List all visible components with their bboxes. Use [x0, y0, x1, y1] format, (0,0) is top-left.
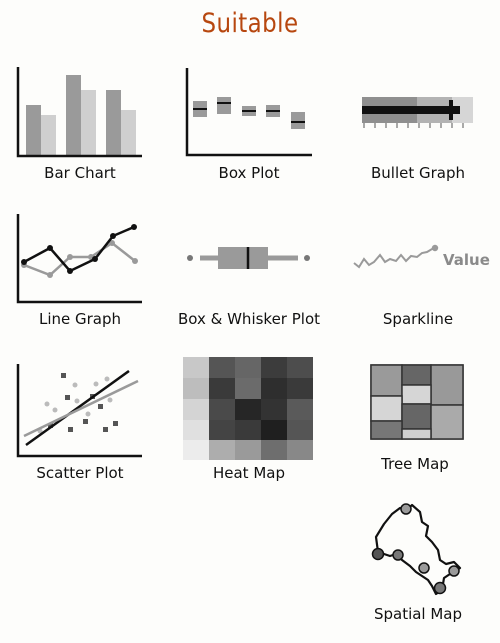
location-markers	[371, 503, 460, 595]
box-whisker-label: Box & Whisker Plot	[177, 310, 321, 328]
box	[291, 112, 305, 129]
series-black-points	[21, 224, 137, 274]
trend-line-gray	[23, 379, 139, 438]
box-plot-thumbnail	[184, 66, 314, 160]
line-graph-thumbnail	[14, 212, 144, 307]
sparkline-label: Sparkline	[382, 310, 454, 328]
box-whisker-thumbnail	[184, 244, 314, 272]
spatial-map-label: Spatial Map	[373, 605, 463, 623]
bar	[121, 110, 136, 156]
heat-map-thumbnail	[183, 357, 313, 460]
tree-cells	[370, 364, 464, 440]
tree-map-graphic	[370, 364, 464, 440]
axes	[185, 68, 312, 157]
box-plot-label: Box Plot	[218, 164, 280, 182]
heat-cells	[183, 357, 313, 460]
series-gray-points	[21, 240, 138, 278]
spatial-map-graphic	[371, 503, 462, 596]
light-circles	[37, 376, 113, 434]
performance-bar	[362, 106, 460, 114]
series-black-line	[23, 225, 135, 273]
sparkline-graphic	[353, 244, 439, 269]
box-plot-graphic	[185, 68, 312, 157]
bar-chart-thumbnail	[14, 64, 144, 164]
region-outline	[374, 503, 462, 596]
scatter-plot-thumbnail	[14, 362, 144, 460]
sparkline-line	[353, 247, 436, 269]
box	[217, 97, 231, 114]
tree-map-label: Tree Map	[381, 455, 449, 473]
outlier-point	[304, 255, 310, 261]
bar	[41, 115, 56, 156]
bar-chart-graphic	[16, 67, 142, 158]
series-gray-line	[23, 241, 136, 277]
outlier-point	[187, 255, 193, 261]
page-title: Suitable	[201, 8, 299, 39]
bullet-graph-label: Bullet Graph	[370, 164, 466, 182]
axes	[16, 364, 142, 458]
scatter-plot-graphic	[16, 364, 142, 458]
trend-line-black	[25, 369, 130, 447]
sparkline-thumbnail	[350, 240, 440, 272]
bullet-graph-thumbnail	[360, 95, 475, 131]
heat-map-label: Heat Map	[212, 464, 285, 482]
axes	[16, 67, 142, 158]
box-whisker-graphic	[187, 247, 310, 269]
heat-map-graphic	[183, 357, 313, 460]
target-marker	[449, 100, 453, 120]
sparkline-value-text: Value	[443, 251, 490, 269]
bar	[81, 90, 96, 156]
tree-map-thumbnail	[370, 364, 464, 440]
bullet-graph-graphic	[362, 97, 473, 128]
scatter-plot-label: Scatter Plot	[36, 464, 124, 482]
spatial-map-thumbnail	[368, 502, 468, 598]
box	[218, 247, 268, 269]
bar-chart-label: Bar Chart	[44, 164, 116, 182]
scale-ticks	[363, 123, 464, 128]
line-graph-graphic	[16, 214, 142, 304]
axes	[16, 214, 142, 304]
bar	[66, 75, 81, 156]
end-point	[431, 244, 439, 252]
bar	[106, 90, 121, 156]
bar	[26, 105, 41, 156]
line-graph-label: Line Graph	[38, 310, 122, 328]
